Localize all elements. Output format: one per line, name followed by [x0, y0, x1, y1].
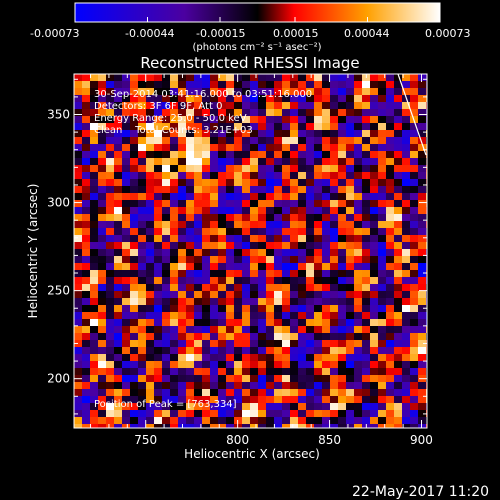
colorbar: -0.00073 -0.00044 -0.00015 0.00015 0.000… — [30, 2, 471, 53]
x-tick-label: 850 — [318, 433, 341, 447]
colorbar-tick-label: -0.00015 — [196, 27, 245, 40]
x-tick-label: 800 — [226, 433, 249, 447]
colorbar-ticks — [74, 17, 441, 22]
annotation-block: 30-Sep-2014 03:41:16.000 to 03:51:16.000… — [94, 89, 312, 410]
chart-title: Reconstructed RHESSI Image — [140, 54, 359, 72]
y-tick-label: 300 — [47, 196, 70, 210]
y-tick-label: 200 — [47, 372, 70, 386]
colorbar-unit-label: (photons cm⁻² s⁻¹ asec⁻²) — [192, 42, 321, 53]
y-axis-label: Heliocentric Y (arcsec) — [26, 184, 40, 319]
y-tick-label: 350 — [47, 108, 70, 122]
x-axis-label: Heliocentric X (arcsec) — [184, 447, 320, 461]
annotation-peak-position: Position of Peak = [763,334] — [94, 399, 237, 410]
colorbar-tick-label: 0.00015 — [273, 27, 319, 40]
annotation-energy-range: Energy Range: 25.0 - 50.0 keV — [94, 113, 247, 124]
x-axis: 750 800 850 900 — [90, 74, 433, 447]
x-tick-label: 750 — [134, 433, 157, 447]
colorbar-tick-label: 0.00073 — [425, 27, 471, 40]
colorbar-gradient — [74, 2, 441, 23]
x-tick-label: 900 — [410, 433, 433, 447]
colorbar-tick-label: 0.00044 — [344, 27, 390, 40]
y-tick-label: 250 — [47, 284, 70, 298]
footer-timestamp: 22-May-2017 11:20 — [352, 484, 489, 500]
solar-limb-line — [397, 73, 427, 156]
y-axis: 200 250 300 350 — [47, 78, 427, 415]
annotation-time-range: 30-Sep-2014 03:41:16.000 to 03:51:16.000 — [94, 89, 312, 100]
plot-frame — [73, 73, 428, 429]
heatmap-image — [74, 74, 427, 428]
annotation-detectors: Detectors: 3F 6F 9F, Att 0 — [94, 101, 222, 112]
colorbar-tick-label: -0.00044 — [125, 27, 174, 40]
colorbar-tick-label: -0.00073 — [30, 27, 79, 40]
annotation-clean-counts: Clean Total Counts: 3.21E+03 — [94, 125, 253, 136]
